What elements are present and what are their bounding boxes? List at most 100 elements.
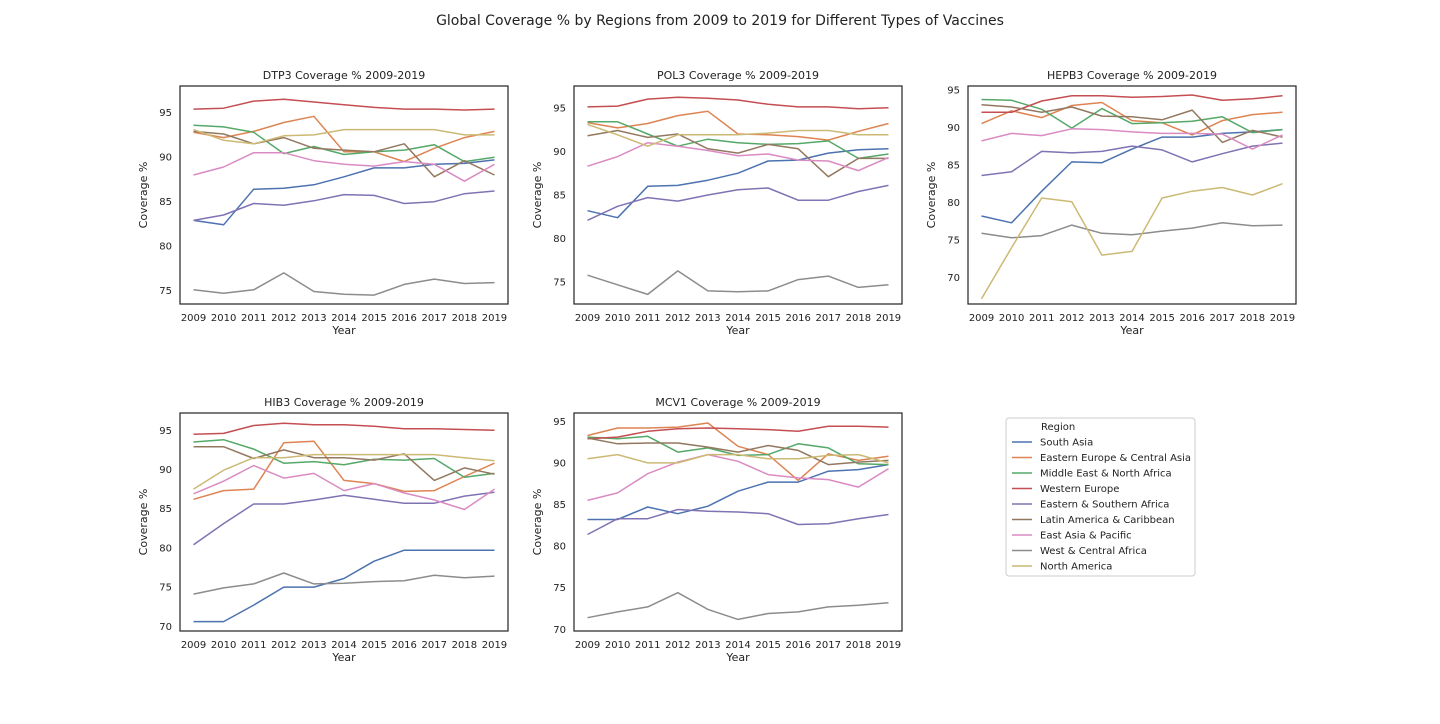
series-line-east-asia-pacific [587, 141, 889, 172]
x-tick-label: 2013 [1089, 313, 1114, 324]
chart-title: HIB3 Coverage % 2009-2019 [264, 396, 424, 409]
y-axis-label: Coverage % [531, 162, 544, 229]
series-line-east-asia-pacific [193, 151, 495, 182]
x-tick-label: 2012 [1059, 313, 1084, 324]
series-line-west-central-africa [587, 591, 889, 621]
x-tick-label: 2009 [181, 313, 206, 324]
series-line-eastern-southern-africa [587, 184, 889, 221]
x-tick-label: 2009 [969, 313, 994, 324]
y-tick-label: 95 [159, 108, 172, 119]
x-tick-label: 2013 [301, 313, 326, 324]
y-tick-label: 75 [159, 286, 172, 297]
chart-title: DTP3 Coverage % 2009-2019 [263, 69, 425, 82]
x-tick-label: 2010 [605, 640, 630, 651]
y-tick-label: 80 [553, 542, 566, 553]
x-tick-label: 2016 [785, 640, 810, 651]
chart-panel-4: HIB3 Coverage % 2009-2019 2009 2010 2011 201… [137, 396, 509, 664]
x-tick-label: 2011 [241, 640, 266, 651]
x-tick-label: 2009 [181, 640, 206, 651]
axes-frame [573, 85, 903, 305]
series-line-west-central-africa [193, 272, 495, 296]
axes-frame [179, 85, 509, 305]
legend: Region South Asia Eastern Europe & Central… [1005, 417, 1196, 577]
y-tick-label: 95 [553, 417, 566, 428]
legend-entry-label: Western Europe [1040, 484, 1119, 495]
x-tick-label: 2012 [665, 313, 690, 324]
chart-panel-1: DTP3 Coverage % 2009-2019 2009 2010 2011 201… [137, 69, 509, 337]
y-tick-label: 90 [159, 465, 172, 476]
x-tick-label: 2012 [665, 640, 690, 651]
x-tick-label: 2018 [1240, 313, 1265, 324]
x-tick-label: 2011 [635, 640, 660, 651]
axes-frame [179, 412, 509, 632]
x-tick-label: 2013 [301, 640, 326, 651]
x-tick-label: 2016 [785, 313, 810, 324]
series-line-north-america [587, 453, 889, 464]
series-line-south-asia [587, 148, 889, 219]
legend-title: Region [1041, 422, 1075, 433]
series-line-north-america [980, 182, 1283, 300]
x-tick-label: 2018 [452, 313, 477, 324]
x-tick-label: 2019 [482, 640, 507, 651]
legend-frame [1005, 417, 1196, 577]
x-tick-label: 2019 [482, 313, 507, 324]
legend-entry-label: East Asia & Pacific [1040, 531, 1132, 542]
series-line-north-america [193, 128, 495, 145]
x-tick-label: 2013 [695, 640, 720, 651]
legend-entry-label: Middle East & North Africa [1040, 469, 1172, 480]
series-line-eastern-southern-africa [981, 142, 1283, 177]
series-line-west-central-africa [587, 270, 889, 296]
series-line-western-europe [193, 422, 495, 435]
legend-entry-label: South Asia [1040, 438, 1093, 449]
axes-frame [967, 85, 1297, 305]
x-axis-label: Year [331, 324, 356, 337]
chart-title: HEPB3 Coverage % 2009-2019 [1047, 69, 1217, 82]
y-tick-label: 80 [553, 234, 566, 245]
x-tick-label: 2016 [1179, 313, 1204, 324]
series-line-middle-east-north-africa [193, 124, 495, 163]
chart-panel-5: MCV1 Coverage % 2009-2019 2009 2010 2011 201… [531, 396, 903, 664]
x-tick-label: 2011 [1029, 313, 1054, 324]
series-line-western-europe [587, 425, 889, 440]
y-axis-label: Coverage % [925, 162, 938, 229]
x-tick-label: 2015 [361, 313, 386, 324]
y-tick-label: 85 [553, 500, 566, 511]
series-line-east-asia-pacific [193, 464, 495, 511]
y-tick-label: 80 [159, 543, 172, 554]
x-tick-label: 2011 [635, 313, 660, 324]
x-tick-label: 2010 [211, 313, 236, 324]
series-line-middle-east-north-africa [981, 98, 1283, 134]
y-tick-label: 75 [553, 278, 566, 289]
x-tick-label: 2018 [846, 640, 871, 651]
series-line-latin-america-caribbean [587, 437, 889, 466]
x-tick-label: 2017 [422, 640, 447, 651]
y-tick-label: 90 [947, 123, 960, 134]
x-tick-label: 2014 [725, 640, 750, 651]
legend-entry-label: Latin America & Caribbean [1040, 515, 1175, 526]
legend-entry-label: Eastern & Southern Africa [1040, 500, 1169, 511]
series-line-eastern-europe-central-asia [193, 115, 495, 163]
figure-title: Global Coverage % by Regions from 2009 t… [436, 13, 1004, 29]
series-line-east-asia-pacific [587, 453, 889, 502]
x-tick-label: 2019 [1270, 313, 1295, 324]
x-tick-label: 2017 [1210, 313, 1235, 324]
axes-frame [573, 412, 903, 632]
x-tick-label: 2009 [575, 640, 600, 651]
series-line-eastern-southern-africa [587, 508, 889, 536]
chart-title: POL3 Coverage % 2009-2019 [657, 69, 819, 82]
legend-entry-label: Eastern Europe & Central Asia [1040, 453, 1191, 464]
x-axis-label: Year [331, 651, 356, 664]
series-line-western-europe [981, 94, 1283, 114]
series-line-middle-east-north-africa [587, 121, 889, 160]
x-tick-label: 2009 [575, 313, 600, 324]
y-tick-label: 85 [159, 197, 172, 208]
series-line-eastern-southern-africa [193, 190, 495, 222]
series-line-east-asia-pacific [981, 128, 1283, 150]
y-tick-label: 95 [553, 103, 566, 114]
y-tick-label: 85 [159, 504, 172, 515]
y-tick-label: 95 [159, 426, 172, 437]
y-tick-label: 85 [947, 160, 960, 171]
x-tick-label: 2010 [211, 640, 236, 651]
series-line-west-central-africa [981, 222, 1283, 239]
